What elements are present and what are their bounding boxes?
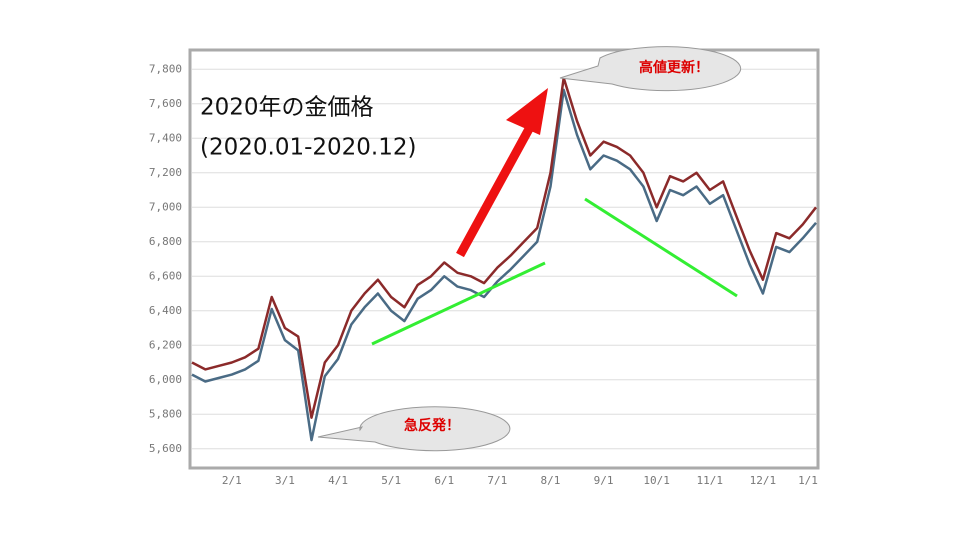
arrow-shaft (456, 115, 539, 258)
y-tick-label: 6,600 (149, 269, 182, 282)
x-tick-label: 1/1 (798, 474, 818, 487)
x-tick-label: 12/1 (750, 474, 777, 487)
x-tick-label: 7/1 (487, 474, 507, 487)
x-tick-label: 4/1 (328, 474, 348, 487)
series-line (191, 76, 817, 419)
callout-text: 高値更新！ (639, 59, 709, 76)
x-tick-label: 10/1 (643, 474, 670, 487)
x-tick-label: 6/1 (434, 474, 454, 487)
x-tick-label: 8/1 (541, 474, 561, 487)
y-tick-label: 6,200 (149, 338, 182, 351)
y-tick-label: 5,800 (149, 407, 182, 420)
lines (191, 76, 817, 442)
series-line (191, 88, 817, 442)
y-tick-label: 7,600 (149, 97, 182, 110)
y-tick-label: 6,400 (149, 304, 182, 317)
x-tick-label: 11/1 (697, 474, 724, 487)
callout-bubble (559, 46, 742, 92)
y-tick-label: 7,400 (149, 131, 182, 144)
x-tick-label: 2/1 (222, 474, 242, 487)
y-tick-label: 7,800 (149, 62, 182, 75)
x-tick-label: 5/1 (381, 474, 401, 487)
trend-line (584, 197, 738, 298)
y-tick-label: 7,200 (149, 166, 182, 179)
plot-frame (188, 48, 820, 470)
chart-subtitle: (2020.01-2020.12) (200, 135, 416, 161)
y-tick-label: 6,000 (149, 373, 182, 386)
callout-text: 急反発！ (404, 417, 460, 434)
trend-line (371, 261, 546, 346)
x-tick-label: 3/1 (275, 474, 295, 487)
chart-title: 2020年の金価格 (200, 95, 374, 121)
y-tick-label: 6,800 (149, 235, 182, 248)
callout-bubble (317, 406, 511, 452)
arrow-head (506, 88, 548, 135)
x-tick-label: 9/1 (594, 474, 614, 487)
y-tick-label: 5,600 (149, 442, 182, 455)
y-tick-label: 7,000 (149, 200, 182, 213)
